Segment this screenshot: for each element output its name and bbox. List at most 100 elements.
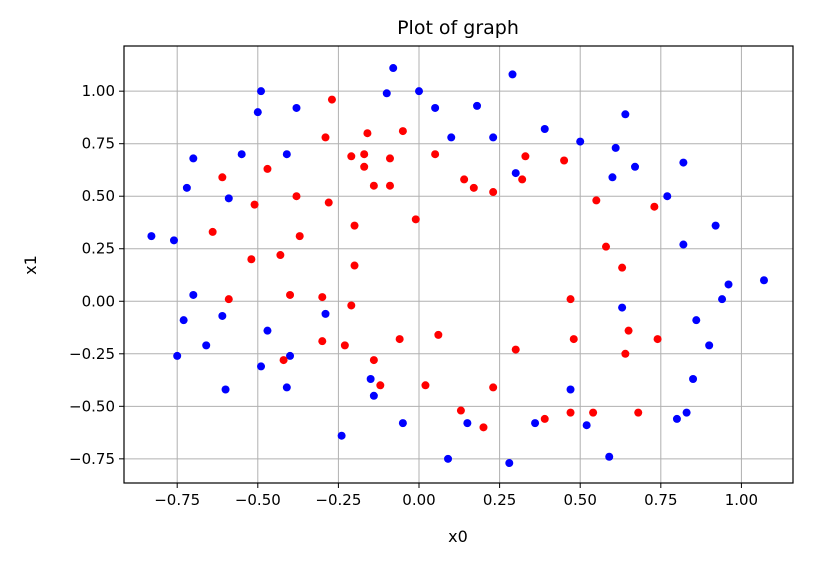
- red-point: [569, 335, 578, 344]
- red-point: [521, 152, 530, 161]
- x-tick-label: 0.50: [564, 491, 597, 509]
- y-axis-ticks: −0.75 −0.50 −0.25 0.00 0.25 0.50 0.75 1.00: [69, 82, 124, 468]
- blue-point: [608, 173, 617, 182]
- red-point: [318, 293, 327, 302]
- blue-point: [473, 101, 482, 110]
- red-point: [295, 232, 304, 241]
- blue-point: [489, 133, 498, 142]
- x-tick-label: 0.25: [483, 491, 516, 509]
- blue-point: [724, 280, 733, 289]
- blue-point: [389, 64, 398, 73]
- blue-point: [369, 391, 378, 400]
- x-axis-label: x0: [448, 527, 468, 546]
- x-tick-label: 0.75: [644, 491, 677, 509]
- red-point: [469, 183, 478, 192]
- blue-point: [263, 326, 272, 335]
- red-point: [618, 263, 627, 272]
- y-tick-label: 1.00: [82, 82, 115, 100]
- blue-point: [221, 385, 230, 394]
- chart-title: Plot of graph: [397, 17, 519, 39]
- red-point: [566, 295, 575, 304]
- red-point: [369, 356, 378, 365]
- red-point: [650, 202, 659, 211]
- x-axis-ticks: −0.75 −0.50 −0.25 0.00 0.25 0.50 0.75 1.00: [154, 483, 758, 509]
- blue-point: [147, 232, 156, 241]
- red-point: [350, 261, 359, 270]
- blue-point: [292, 103, 301, 112]
- red-point: [602, 242, 611, 251]
- red-point: [489, 383, 498, 392]
- blue-point: [692, 316, 701, 325]
- y-tick-label: −0.50: [69, 397, 115, 415]
- blue-point: [415, 87, 424, 96]
- blue-point: [447, 133, 456, 142]
- red-point: [218, 173, 227, 182]
- blue-point: [366, 375, 375, 384]
- blue-point: [431, 103, 440, 112]
- red-point: [360, 150, 369, 159]
- blue-point: [605, 452, 614, 461]
- blue-point: [508, 70, 517, 79]
- blue-point: [689, 375, 698, 384]
- blue-point: [582, 421, 591, 430]
- red-point: [653, 335, 662, 344]
- blue-point: [282, 150, 291, 159]
- red-point: [276, 251, 285, 260]
- blue-point: [398, 419, 407, 428]
- data-points: [147, 64, 768, 468]
- red-point: [347, 301, 356, 310]
- blue-point: [218, 311, 227, 320]
- blue-point: [257, 87, 266, 96]
- red-point: [518, 175, 527, 184]
- y-tick-label: 0.00: [82, 292, 115, 310]
- red-point: [327, 95, 336, 104]
- blue-point: [576, 137, 585, 146]
- red-point: [621, 349, 630, 358]
- red-point: [350, 221, 359, 230]
- blue-point: [682, 408, 691, 417]
- blue-point: [531, 419, 540, 428]
- grid: [124, 46, 793, 483]
- y-tick-label: −0.75: [69, 450, 115, 468]
- blue-point: [672, 414, 681, 423]
- red-point: [324, 198, 333, 207]
- blue-point: [337, 431, 346, 440]
- blue-point: [759, 276, 768, 285]
- blue-point: [611, 143, 620, 152]
- red-point: [398, 127, 407, 136]
- blue-point: [189, 154, 198, 163]
- x-tick-label: 1.00: [725, 491, 758, 509]
- blue-point: [173, 351, 182, 360]
- red-point: [540, 414, 549, 423]
- blue-point: [169, 236, 178, 245]
- red-point: [511, 345, 520, 354]
- blue-point: [382, 89, 391, 98]
- red-point: [376, 381, 385, 390]
- blue-point: [621, 110, 630, 119]
- x-tick-label: −0.75: [154, 491, 200, 509]
- x-tick-label: −0.50: [235, 491, 281, 509]
- red-point: [411, 215, 420, 224]
- y-tick-label: −0.25: [69, 345, 115, 363]
- red-point: [456, 406, 465, 415]
- blue-point: [679, 158, 688, 167]
- red-point: [340, 341, 349, 350]
- blue-point: [511, 169, 520, 178]
- blue-point: [663, 192, 672, 201]
- y-axis-label: x1: [21, 255, 40, 275]
- blue-point: [444, 454, 453, 463]
- red-point: [624, 326, 633, 335]
- red-point: [279, 356, 288, 365]
- red-point: [208, 227, 217, 236]
- red-point: [395, 335, 404, 344]
- blue-point: [566, 385, 575, 394]
- y-tick-label: 0.75: [82, 135, 115, 153]
- blue-point: [257, 362, 266, 371]
- red-point: [589, 408, 598, 417]
- blue-point: [718, 295, 727, 304]
- red-point: [434, 330, 443, 339]
- blue-point: [711, 221, 720, 230]
- y-tick-label: 0.25: [82, 240, 115, 258]
